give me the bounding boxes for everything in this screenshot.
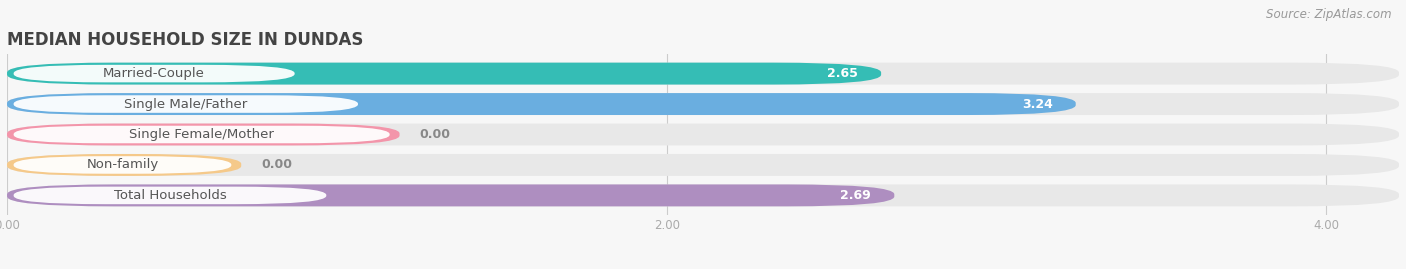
Text: Non-family: Non-family (86, 158, 159, 171)
FancyBboxPatch shape (14, 156, 232, 174)
FancyBboxPatch shape (14, 95, 359, 113)
Text: 2.69: 2.69 (841, 189, 872, 202)
Text: 2.65: 2.65 (827, 67, 858, 80)
FancyBboxPatch shape (7, 93, 1076, 115)
FancyBboxPatch shape (14, 65, 295, 82)
FancyBboxPatch shape (7, 123, 1399, 146)
Text: 3.24: 3.24 (1022, 98, 1053, 111)
FancyBboxPatch shape (7, 123, 399, 146)
FancyBboxPatch shape (7, 63, 1399, 84)
Text: Single Male/Father: Single Male/Father (124, 98, 247, 111)
Text: Source: ZipAtlas.com: Source: ZipAtlas.com (1267, 8, 1392, 21)
Text: 0.00: 0.00 (419, 128, 450, 141)
FancyBboxPatch shape (7, 154, 1399, 176)
FancyBboxPatch shape (14, 126, 389, 143)
FancyBboxPatch shape (7, 154, 242, 176)
FancyBboxPatch shape (14, 187, 326, 204)
Text: 0.00: 0.00 (262, 158, 292, 171)
Text: Single Female/Mother: Single Female/Mother (129, 128, 274, 141)
FancyBboxPatch shape (7, 185, 1399, 206)
FancyBboxPatch shape (7, 185, 894, 206)
Text: Total Households: Total Households (114, 189, 226, 202)
FancyBboxPatch shape (7, 93, 1399, 115)
Text: Married-Couple: Married-Couple (103, 67, 205, 80)
Text: MEDIAN HOUSEHOLD SIZE IN DUNDAS: MEDIAN HOUSEHOLD SIZE IN DUNDAS (7, 31, 363, 49)
FancyBboxPatch shape (7, 63, 882, 84)
